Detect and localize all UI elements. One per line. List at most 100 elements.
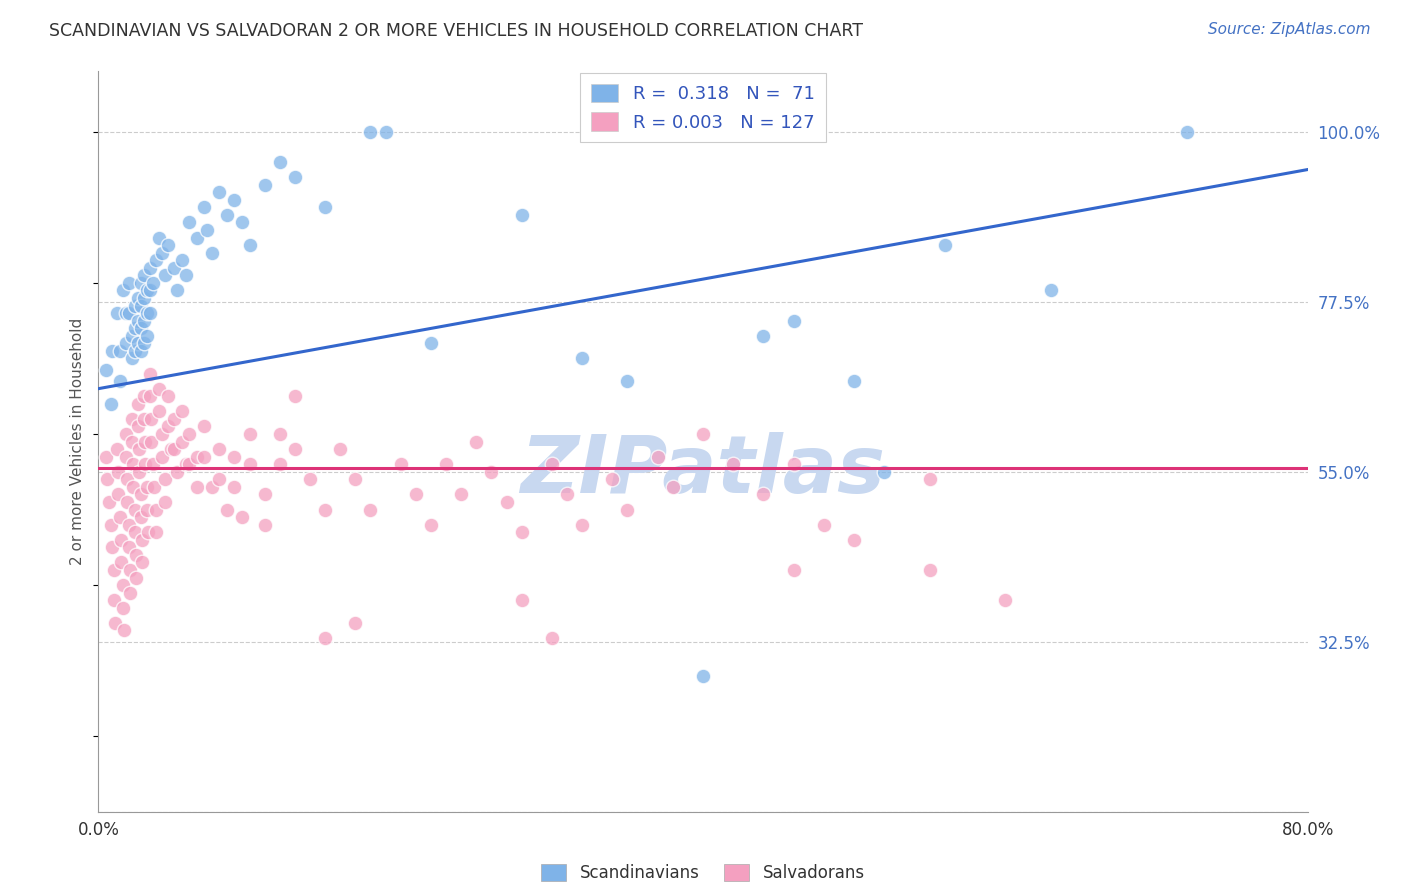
Point	[156, 389, 179, 403]
Text: ZIPatlas: ZIPatlas	[520, 432, 886, 510]
Point	[156, 238, 179, 252]
Point	[122, 480, 145, 494]
Point	[145, 525, 167, 540]
Point	[128, 465, 150, 479]
Point	[121, 412, 143, 426]
Point	[405, 487, 427, 501]
Point	[193, 419, 215, 434]
Point	[127, 291, 149, 305]
Point	[215, 502, 238, 516]
Point	[540, 631, 562, 645]
Point	[96, 472, 118, 486]
Point	[107, 487, 129, 501]
Point	[118, 276, 141, 290]
Point	[120, 563, 142, 577]
Point	[104, 615, 127, 630]
Point	[239, 457, 262, 471]
Point	[141, 412, 163, 426]
Point	[215, 208, 238, 222]
Point	[156, 419, 179, 434]
Point	[129, 343, 152, 358]
Point	[139, 284, 162, 298]
Point	[135, 306, 157, 320]
Point	[269, 427, 291, 442]
Point	[145, 502, 167, 516]
Point	[108, 343, 131, 358]
Text: Source: ZipAtlas.com: Source: ZipAtlas.com	[1208, 22, 1371, 37]
Point	[132, 389, 155, 403]
Point	[139, 260, 162, 275]
Point	[389, 457, 412, 471]
Point	[111, 284, 134, 298]
Point	[142, 276, 165, 290]
Point	[134, 434, 156, 449]
Point	[201, 245, 224, 260]
Point	[145, 253, 167, 268]
Point	[153, 268, 176, 283]
Point	[193, 200, 215, 214]
Point	[752, 487, 775, 501]
Point	[434, 457, 457, 471]
Point	[253, 517, 276, 532]
Point	[135, 328, 157, 343]
Point	[94, 363, 117, 377]
Point	[132, 268, 155, 283]
Point	[114, 427, 136, 442]
Point	[783, 313, 806, 327]
Point	[132, 412, 155, 426]
Point	[208, 186, 231, 200]
Point	[555, 487, 578, 501]
Point	[224, 193, 246, 207]
Point	[195, 223, 218, 237]
Point	[163, 260, 186, 275]
Point	[124, 343, 146, 358]
Point	[118, 517, 141, 532]
Point	[465, 434, 488, 449]
Point	[131, 556, 153, 570]
Point	[344, 472, 367, 486]
Point	[148, 382, 170, 396]
Point	[616, 374, 638, 388]
Point	[571, 517, 593, 532]
Point	[160, 442, 183, 456]
Point	[360, 502, 382, 516]
Point	[186, 480, 208, 494]
Point	[723, 457, 745, 471]
Point	[153, 495, 176, 509]
Point	[179, 457, 201, 471]
Point	[148, 404, 170, 418]
Point	[124, 321, 146, 335]
Point	[114, 306, 136, 320]
Point	[114, 336, 136, 351]
Point	[148, 230, 170, 244]
Text: SCANDINAVIAN VS SALVADORAN 2 OR MORE VEHICLES IN HOUSEHOLD CORRELATION CHART: SCANDINAVIAN VS SALVADORAN 2 OR MORE VEH…	[49, 22, 863, 40]
Point	[934, 238, 956, 252]
Point	[121, 351, 143, 366]
Point	[100, 517, 122, 532]
Point	[128, 442, 150, 456]
Point	[420, 336, 443, 351]
Point	[103, 563, 125, 577]
Point	[193, 450, 215, 464]
Point	[127, 397, 149, 411]
Point	[112, 624, 135, 638]
Point	[510, 593, 533, 607]
Point	[481, 465, 503, 479]
Point	[105, 306, 128, 320]
Point	[224, 450, 246, 464]
Point	[124, 299, 146, 313]
Point	[239, 238, 262, 252]
Point	[98, 495, 121, 509]
Legend: Scandinavians, Salvadorans: Scandinavians, Salvadorans	[534, 857, 872, 888]
Point	[141, 434, 163, 449]
Point	[918, 472, 941, 486]
Point	[201, 480, 224, 494]
Point	[692, 427, 714, 442]
Point	[153, 472, 176, 486]
Point	[127, 313, 149, 327]
Point	[132, 313, 155, 327]
Point	[571, 351, 593, 366]
Point	[135, 284, 157, 298]
Point	[873, 465, 896, 479]
Point	[129, 321, 152, 335]
